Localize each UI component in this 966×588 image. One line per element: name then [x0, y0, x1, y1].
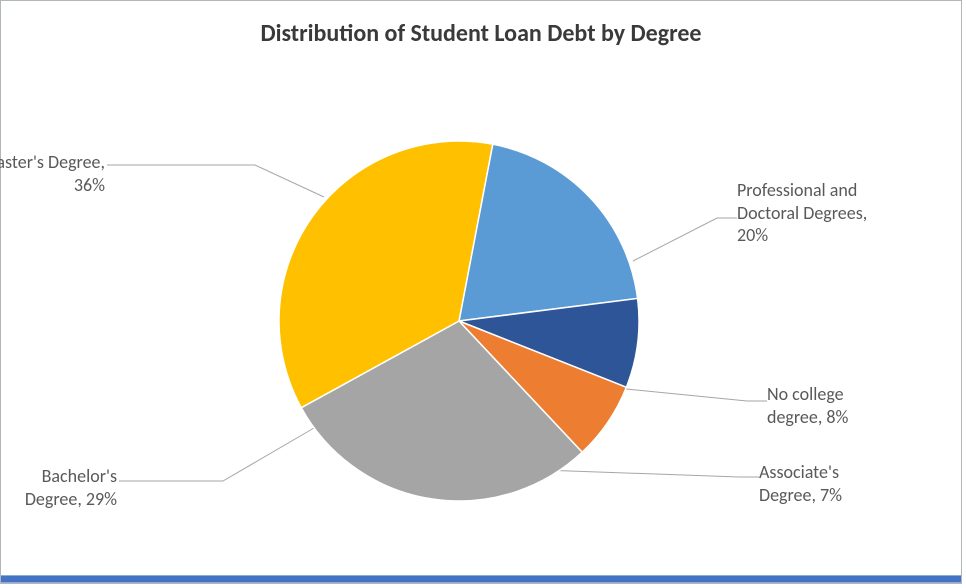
- leader-line: [542, 470, 759, 477]
- leader-line: [626, 389, 767, 401]
- leader-line: [107, 165, 324, 197]
- leader-line: [119, 428, 314, 481]
- pie-slices: [279, 141, 639, 501]
- leader-line: [633, 218, 737, 261]
- chart-frame: Distribution of Student Loan Debt by Deg…: [0, 0, 962, 584]
- slice-label: Associate's Degree, 7%: [759, 461, 842, 506]
- slice-label: No college degree, 8%: [767, 383, 848, 428]
- slice-label: Bachelor's Degree, 29%: [25, 465, 117, 510]
- bottom-accent-bar: [1, 575, 961, 583]
- slice-label: Master's Degree, 36%: [0, 151, 105, 196]
- slice-label: Professional and Doctoral Degrees, 20%: [737, 179, 867, 247]
